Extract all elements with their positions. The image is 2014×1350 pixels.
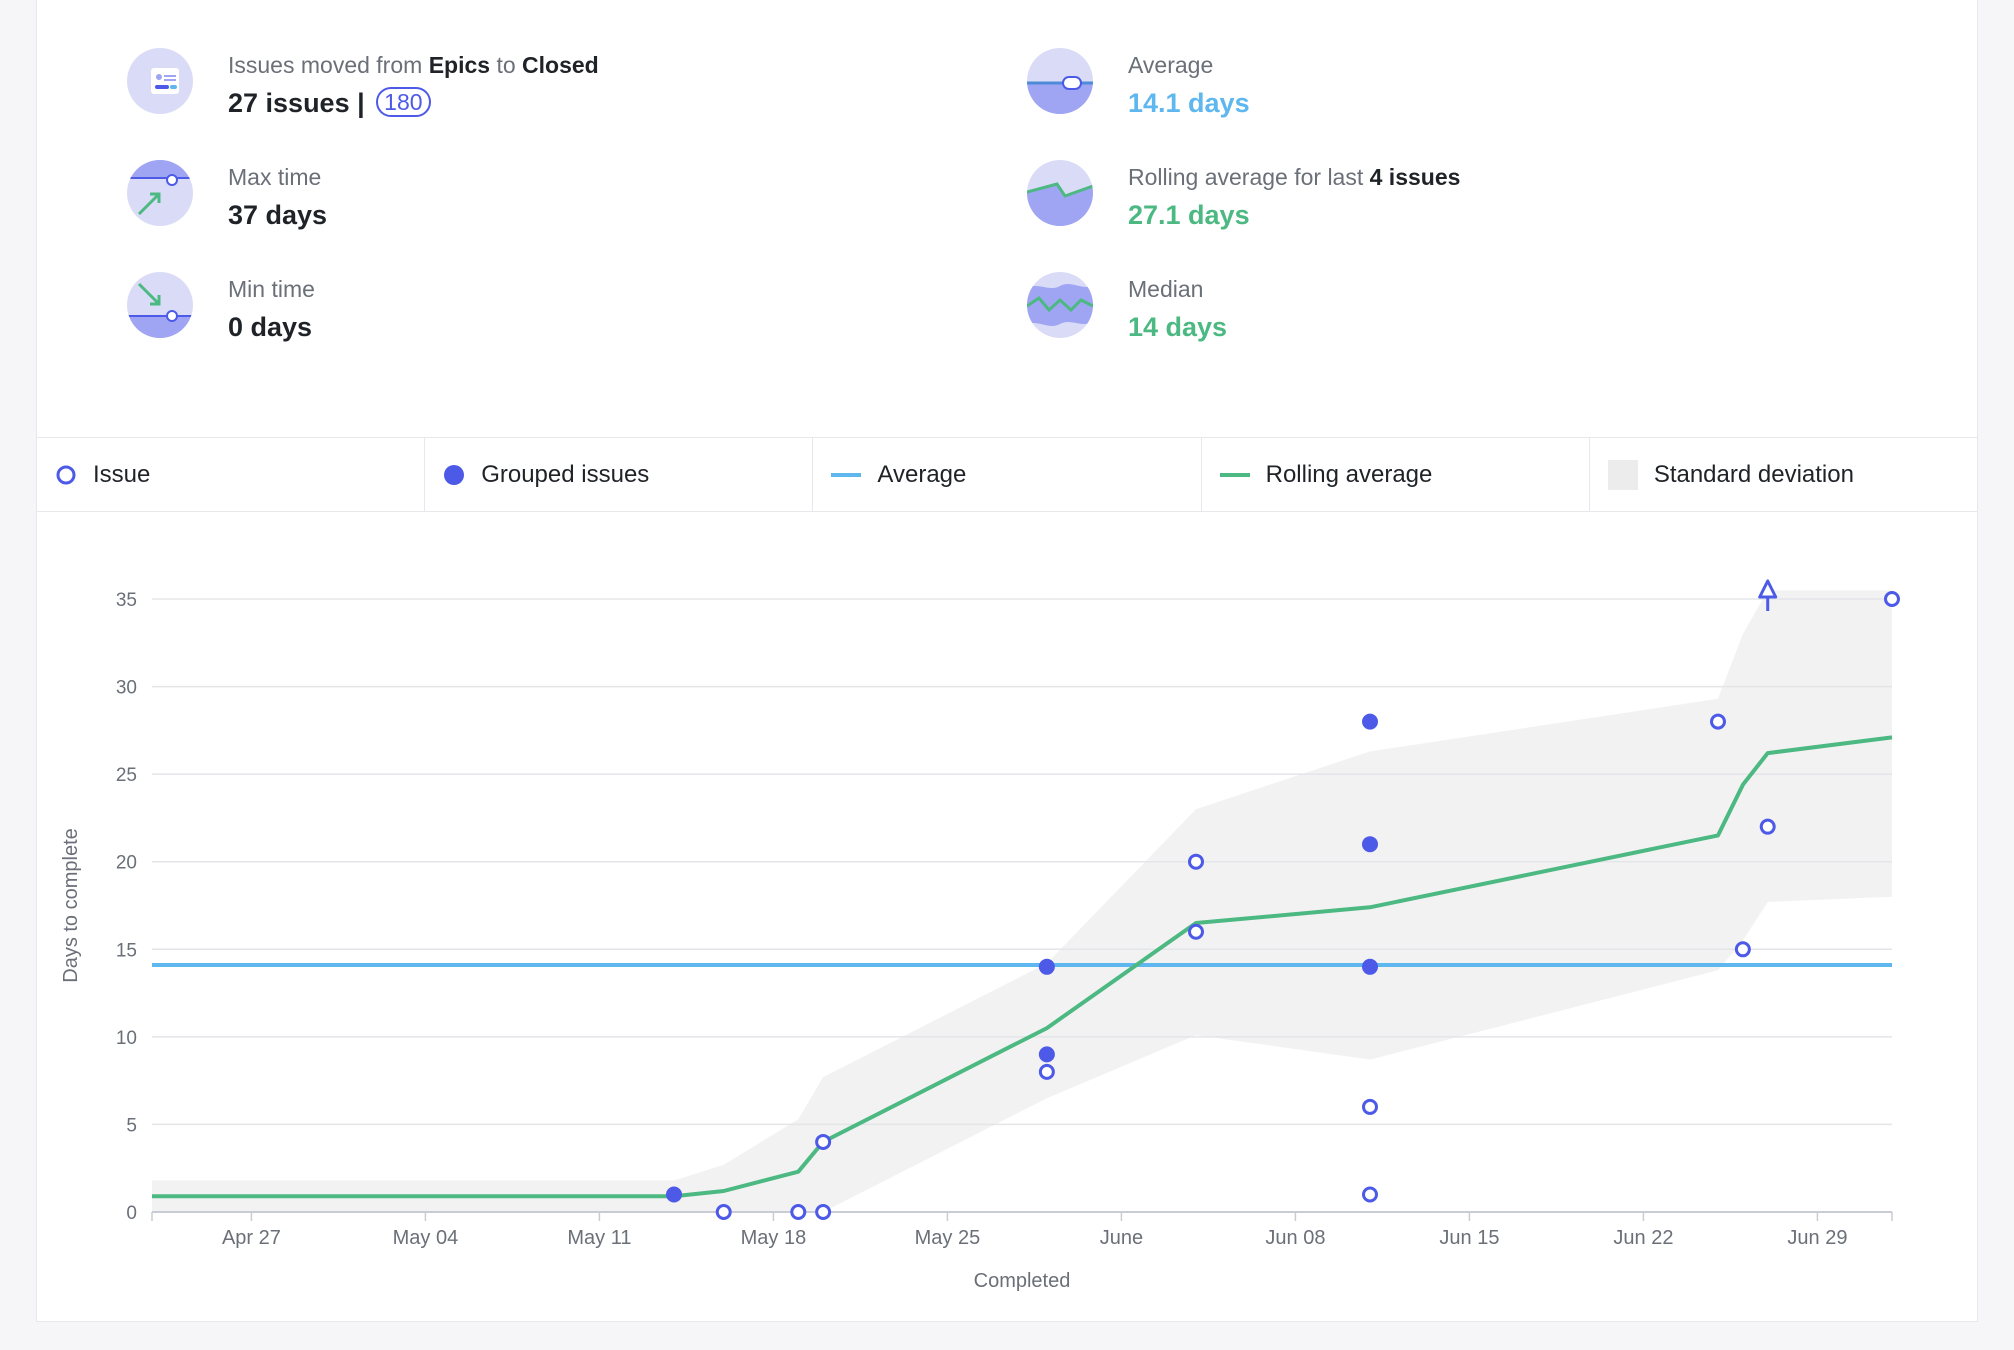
control-chart-panel: Issues moved from Epics to Closed 27 iss…: [36, 0, 1978, 1322]
stat-median: Median 14 days: [1027, 272, 1827, 372]
issue-point: [1188, 853, 1204, 870]
stat-rolling-average: Rolling average for last 4 issues 27.1 d…: [1027, 160, 1827, 260]
issue-point: [1362, 1098, 1378, 1115]
rolling-average-icon: [1027, 160, 1093, 226]
std-deviation-band: [152, 590, 1892, 1212]
stat-max-time-value: 37 days: [228, 200, 328, 230]
x-tick-label: Jun 15: [1439, 1227, 1499, 1249]
stat-average-label: Average: [1128, 52, 1214, 78]
gray-square-icon: [1607, 459, 1638, 490]
legend-item-grouped-issues[interactable]: Grouped issues: [425, 438, 814, 511]
stat-issues-moved: Issues moved from Epics to Closed 27 iss…: [127, 48, 927, 148]
stat-min-time-value: 0 days: [228, 312, 313, 342]
stat-average-value: 14.1 days: [1128, 88, 1250, 118]
stat-median-label: Median: [1128, 276, 1204, 302]
stat-rolling-average-value: 27.1 days: [1128, 200, 1250, 230]
x-axis-title: Completed: [974, 1270, 1071, 1292]
legend-label-standard-deviation: Standard deviation: [1653, 460, 1854, 488]
issue-point: [1759, 818, 1776, 835]
x-tick-label: June: [1100, 1227, 1143, 1249]
average-icon: [1027, 48, 1093, 114]
max-time-icon: [127, 160, 193, 226]
grouped-issue-point: [1362, 958, 1378, 975]
hollow-circle-icon: [56, 465, 76, 484]
grouped-issue-point: [1038, 958, 1055, 975]
rolling-average-line: [152, 735, 1893, 1199]
blue-line-icon: [831, 472, 862, 477]
outlier-arrow-icon: [1758, 579, 1778, 599]
min-time-icon: [127, 272, 193, 338]
x-tick-label: May 18: [741, 1227, 807, 1249]
control-chart: 0 5 10 15 20 25 30 35 Apr 27 May 04 May 11 May 18 Ma…: [37, 512, 1979, 1322]
legend-item-average[interactable]: Average: [813, 438, 1202, 511]
stat-max-time: Max time 37 days: [127, 160, 927, 260]
x-tick-label: May 04: [393, 1227, 459, 1249]
y-tick-label: 15: [116, 940, 137, 961]
y-tick-label: 5: [126, 1115, 137, 1136]
grouped-issue-point: [666, 1186, 682, 1203]
legend-label-grouped-issues: Grouped issues: [481, 460, 650, 488]
x-tick-label: Apr 27: [222, 1227, 281, 1249]
x-tick-label: May 11: [567, 1227, 631, 1249]
issue-point: [1884, 591, 1900, 607]
y-tick-label: 30: [116, 678, 137, 699]
y-tick-label: 25: [116, 765, 137, 786]
x-tick-label: Jun 29: [1787, 1227, 1847, 1249]
legend-label-average: Average: [877, 460, 967, 488]
issue-point: [1710, 713, 1726, 730]
stats-summary: Issues moved from Epics to Closed 27 iss…: [37, 0, 1977, 437]
legend-item-standard-deviation[interactable]: Standard deviation: [1590, 438, 1977, 511]
stat-issues-moved-value: 27 issues | 180: [228, 86, 431, 120]
y-axis-title: Days to complete: [60, 828, 82, 983]
issue-point: [715, 1204, 732, 1220]
legend-label-rolling-average: Rolling average: [1265, 460, 1433, 488]
issue-point: [1734, 941, 1751, 958]
stat-min-time-label: Min time: [228, 276, 315, 302]
chart-legend: Issue Grouped issues Average Rolling ave…: [37, 437, 1977, 512]
x-tick-label: Jun 22: [1613, 1227, 1673, 1249]
y-tick-label: 0: [126, 1203, 137, 1224]
control-chart-svg: 0 5 10 15 20 25 30 35 Apr 27 May 04 May 11 May 18 Ma…: [60, 579, 1900, 1292]
stat-max-time-label: Max time: [228, 164, 322, 190]
issue-count-badge[interactable]: 180: [376, 87, 431, 117]
grouped-issue-point: [1362, 713, 1378, 730]
y-tick-label: 35: [116, 590, 137, 611]
legend-item-issue[interactable]: Issue: [37, 438, 426, 511]
x-tick-label: May 25: [915, 1227, 981, 1249]
filled-circle-icon: [444, 464, 465, 485]
stat-median-value: 14 days: [1128, 312, 1228, 342]
grouped-issue-point: [1038, 1046, 1055, 1063]
green-line-icon: [1219, 472, 1250, 477]
y-tick-label: 10: [116, 1028, 137, 1049]
issue-card-icon: [127, 48, 193, 114]
stat-min-time: Min time 0 days: [127, 272, 927, 372]
issue-point: [1362, 1186, 1378, 1203]
stat-rolling-average-label: Rolling average for last 4 issues: [1128, 164, 1461, 190]
issue-point: [790, 1204, 807, 1220]
x-tick-label: Jun 08: [1265, 1227, 1325, 1249]
issue-point: [1188, 923, 1204, 940]
stat-issues-moved-label: Issues moved from Epics to Closed: [228, 52, 599, 78]
issue-point: [815, 1204, 832, 1220]
issue-point: [1038, 1063, 1055, 1080]
grouped-issue-point: [1362, 836, 1378, 853]
stat-average: Average 14.1 days: [1027, 48, 1827, 148]
legend-label-issue: Issue: [93, 460, 151, 488]
legend-item-rolling-average[interactable]: Rolling average: [1202, 438, 1590, 511]
median-icon: [1027, 272, 1093, 338]
y-tick-label: 20: [116, 853, 137, 874]
issue-point: [815, 1133, 832, 1150]
